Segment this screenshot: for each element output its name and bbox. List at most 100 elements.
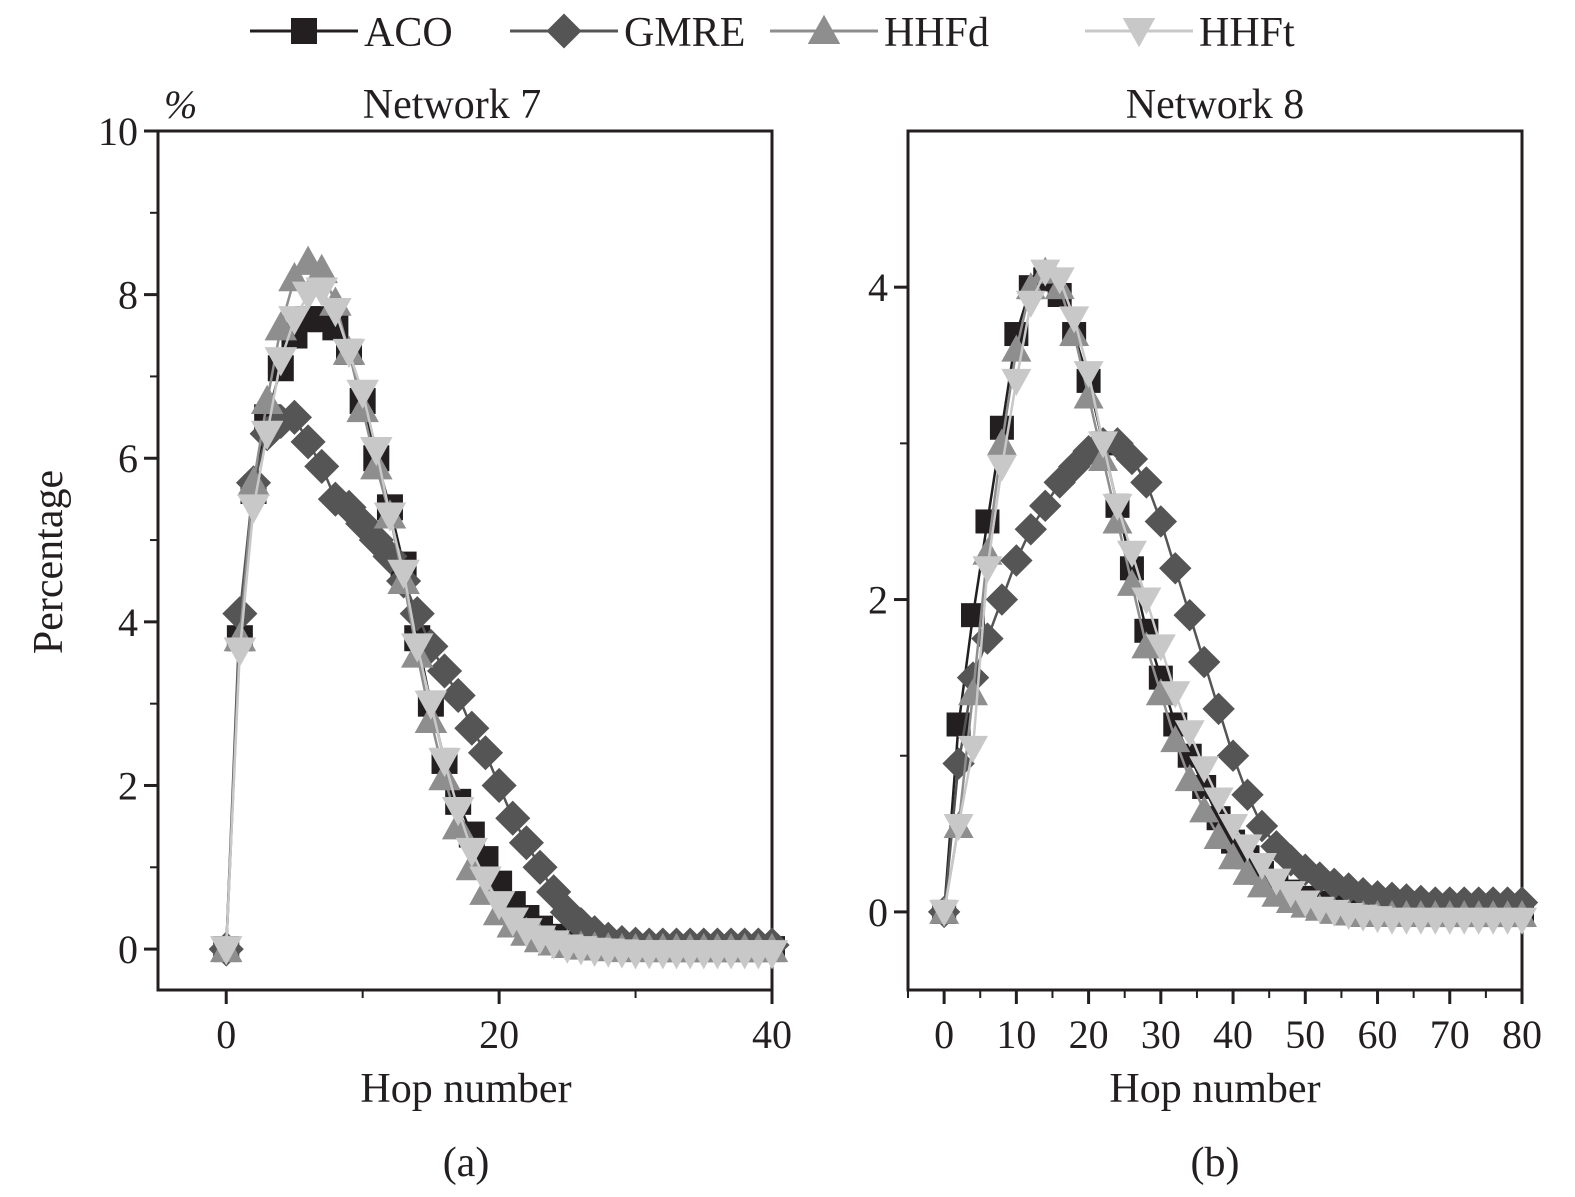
x-tick-label: 20	[1069, 1012, 1109, 1057]
data-point-hhft	[1275, 881, 1306, 909]
data-point-hhfd	[250, 384, 284, 414]
data-point-gmre	[317, 481, 353, 517]
data-point-hhft	[441, 797, 475, 827]
data-point-hhft	[1145, 634, 1176, 662]
x-tick-label: 10	[996, 1012, 1036, 1057]
data-point-hhft	[1001, 368, 1032, 396]
data-point-hhfd	[1218, 842, 1249, 870]
data-point-hhft	[1116, 540, 1147, 568]
x-tick-label: 70	[1430, 1012, 1470, 1057]
data-point-hhft	[209, 936, 243, 966]
data-point-hhft	[482, 891, 516, 921]
x-tick-label: 80	[1502, 1012, 1542, 1057]
data-point-hhft	[400, 633, 434, 663]
data-point-hhft	[332, 338, 366, 369]
data-point-hhft	[972, 556, 1003, 584]
data-point-gmre	[426, 653, 463, 689]
data-point-hhfd	[1131, 631, 1162, 659]
data-point-hhft	[1102, 493, 1133, 521]
y-tick-label: 0	[118, 927, 138, 972]
data-point-hhft	[1030, 259, 1061, 287]
data-point-gmre	[508, 825, 544, 861]
legend-marker-hhft	[1122, 18, 1156, 48]
data-point-gmre	[222, 596, 258, 632]
data-point-gmre	[1245, 809, 1279, 843]
panel-b-xlabel: Hop number	[1109, 1066, 1320, 1112]
data-point-hhft	[428, 747, 461, 778]
series-hhfd	[209, 245, 789, 963]
panel-a-title: Network 7	[363, 82, 541, 128]
x-tick-label: 30	[1141, 1012, 1181, 1057]
data-point-gmre	[956, 661, 990, 694]
data-point-hhft	[1218, 814, 1249, 842]
data-point-hhft	[278, 306, 311, 336]
data-point-hhft	[1059, 306, 1090, 334]
data-point-hhft	[1131, 587, 1162, 615]
data-point-hhft	[1246, 853, 1277, 881]
data-point-gmre	[481, 767, 517, 804]
data-point-hhfd	[1189, 795, 1220, 823]
data-point-hhft	[469, 866, 502, 896]
data-point-gmre	[1014, 513, 1047, 546]
data-point-gmre	[304, 448, 340, 484]
data-point-hhft	[387, 559, 420, 590]
series-hhft	[209, 277, 789, 970]
data-point-gmre	[1289, 853, 1322, 886]
data-point-gmre	[522, 849, 558, 885]
data-point-gmre	[1332, 872, 1365, 905]
data-point-hhft	[1088, 431, 1119, 459]
data-point-hhft	[1044, 267, 1075, 295]
data-point-gmre	[290, 424, 326, 460]
data-point-hhft	[360, 437, 393, 467]
data-point-gmre	[1029, 489, 1062, 523]
panel-b-title: Network 8	[1126, 82, 1304, 128]
data-point-gmre	[276, 399, 312, 435]
legend: ACO GMRE HHFd HHFt	[250, 10, 1295, 56]
data-point-hhfd	[1001, 334, 1032, 362]
y-tick-label: 0	[868, 890, 888, 935]
data-point-hhft	[958, 735, 989, 763]
data-point-gmre	[1115, 442, 1149, 476]
panel-a-ylabel: Percentage	[26, 470, 72, 654]
data-point-hhft	[223, 637, 257, 667]
data-point-gmre	[495, 800, 531, 836]
y-tick-label: 2	[868, 578, 888, 623]
legend-item-gmre: GMRE	[510, 10, 745, 56]
data-point-hhft	[1160, 681, 1191, 709]
plot-frame	[156, 129, 774, 992]
panel-network-8: Network 8 Hop number (b) 0 10 20 30 40 50 60 70…	[868, 82, 1542, 1186]
legend-item-hhft: HHFt	[1085, 10, 1295, 56]
legend-label-aco: ACO	[364, 10, 453, 56]
x-tick-label: 50	[1285, 1012, 1325, 1057]
data-point-hhft	[755, 940, 789, 970]
data-point-hhft	[1189, 756, 1220, 784]
data-point-hhft	[250, 420, 284, 450]
y-tick-label: 4	[868, 265, 888, 310]
data-point-hhft	[346, 379, 379, 410]
data-point-gmre	[1173, 598, 1206, 632]
data-point-gmre	[1216, 739, 1250, 772]
legend-item-aco: ACO	[250, 10, 453, 56]
data-point-gmre	[985, 583, 1019, 616]
data-point-hhft	[1174, 720, 1205, 748]
x-tick-label: 40	[752, 1012, 792, 1057]
panel-network-7: Network 7 % Percentage Hop number (a) 0 2…	[26, 82, 792, 1186]
legend-label-gmre: GMRE	[624, 10, 745, 56]
data-point-hhft	[1261, 868, 1292, 896]
data-point-hhfd	[1145, 678, 1176, 706]
data-point-hhfd	[1174, 764, 1205, 792]
panel-b-label: (b)	[1191, 1140, 1240, 1186]
data-point-gmre	[1144, 505, 1178, 538]
legend-marker-gmre	[546, 13, 582, 49]
series-line-hhft	[224, 289, 772, 955]
data-point-hhft	[1015, 290, 1046, 318]
data-point-hhft	[1073, 361, 1104, 389]
data-point-gmre	[1130, 466, 1163, 499]
data-point-hhft	[237, 494, 270, 524]
y-tick-label: 10	[98, 109, 138, 154]
panel-a-xlabel: Hop number	[360, 1066, 571, 1112]
data-point-gmre	[1159, 552, 1192, 585]
panel-a-label: (a)	[443, 1140, 490, 1186]
data-point-hhft	[319, 297, 352, 328]
